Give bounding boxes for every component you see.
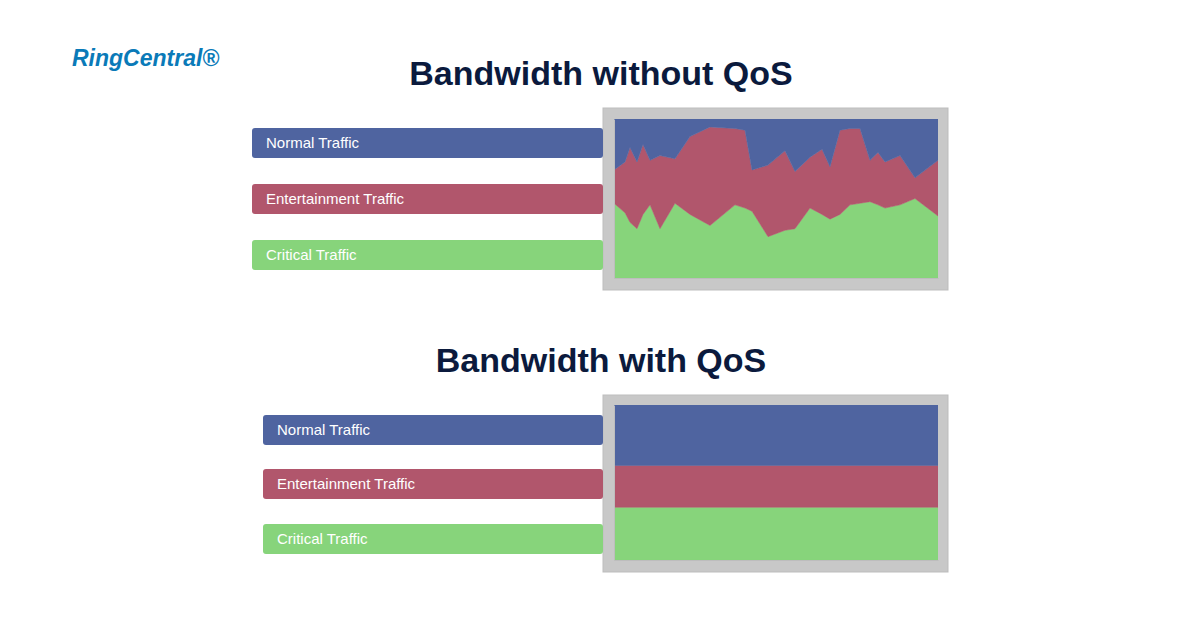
y-axis	[614, 120, 615, 279]
legend-swatch	[252, 128, 603, 158]
legend-item: Normal Traffic	[252, 128, 603, 158]
legend-swatch	[263, 415, 603, 445]
legend-label: Normal Traffic	[277, 421, 371, 438]
legend-swatch	[252, 240, 603, 270]
plot-area	[614, 119, 938, 278]
y-axis	[614, 406, 615, 561]
legend-label: Normal Traffic	[266, 134, 360, 151]
legend: Normal Traffic Entertainment Traffic Criti…	[252, 128, 603, 270]
plot-frame	[603, 395, 948, 572]
area	[614, 465, 938, 507]
y-axis-line	[614, 406, 615, 561]
chart-title: Bandwidth with QoS	[436, 341, 767, 379]
legend-label: Entertainment Traffic	[266, 190, 405, 207]
x-axis	[615, 560, 939, 561]
chart: Bandwidth with QoS Normal Traffic Entertai…	[263, 341, 948, 572]
legend-item: Entertainment Traffic	[263, 469, 603, 499]
plot-background	[614, 405, 938, 560]
plot-frame	[603, 108, 948, 290]
x-axis-line	[615, 560, 939, 561]
plot-area	[614, 405, 938, 560]
y-axis-line	[614, 120, 615, 279]
area	[614, 507, 938, 560]
legend-item: Normal Traffic	[263, 415, 603, 445]
area	[614, 119, 938, 178]
legend-label: Entertainment Traffic	[277, 475, 416, 492]
background	[0, 0, 1200, 628]
chart-title: Bandwidth without QoS	[409, 54, 792, 92]
x-axis-line	[615, 278, 939, 279]
page: RingCentral® Bandwidth without QoS Normal …	[0, 0, 1200, 628]
legend-swatch	[263, 469, 603, 499]
x-axis	[615, 278, 939, 279]
legend-item: Critical Traffic	[252, 240, 603, 270]
legend-label: Critical Traffic	[277, 530, 368, 547]
plot-background	[614, 119, 938, 278]
logo: RingCentral®	[72, 45, 219, 71]
legend-swatch	[263, 524, 603, 554]
legend-label: Critical Traffic	[266, 246, 357, 263]
legend-item: Entertainment Traffic	[252, 184, 603, 214]
legend: Normal Traffic Entertainment Traffic Criti…	[263, 415, 603, 554]
legend-item: Critical Traffic	[263, 524, 603, 554]
chart: Bandwidth without QoS Normal Traffic Enter…	[252, 54, 948, 290]
area	[614, 405, 938, 465]
legend-swatch	[252, 184, 603, 214]
